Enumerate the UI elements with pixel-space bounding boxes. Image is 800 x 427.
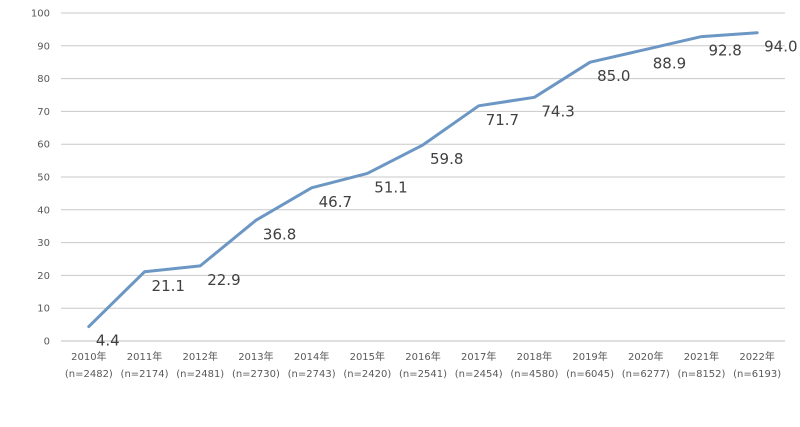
data-label: 88.9 bbox=[653, 54, 686, 72]
y-axis-ticks: 0 10 20 30 40 50 60 70 80 90 100 bbox=[31, 9, 50, 348]
data-label: 4.4 bbox=[96, 332, 120, 350]
x-tick-label-n: (n=2743) bbox=[288, 369, 336, 380]
x-tick-label-n: (n=2482) bbox=[65, 369, 113, 380]
data-label: 22.9 bbox=[207, 271, 240, 289]
y-tick-label: 100 bbox=[31, 9, 50, 20]
x-tick-label-year: 2010年 bbox=[71, 350, 106, 363]
x-tick-label-n: (n=2174) bbox=[121, 369, 169, 380]
x-tick-label-year: 2014年 bbox=[294, 350, 329, 363]
x-tick-label-year: 2018年 bbox=[517, 350, 552, 363]
y-tick-label: 70 bbox=[37, 107, 50, 118]
x-tick-label-n: (n=4580) bbox=[510, 369, 558, 380]
data-label: 36.8 bbox=[263, 225, 296, 243]
y-tick-label: 50 bbox=[37, 173, 50, 184]
y-tick-label: 20 bbox=[37, 271, 50, 282]
data-label: 85.0 bbox=[597, 67, 630, 85]
x-tick-label-year: 2015年 bbox=[350, 350, 385, 363]
data-label: 51.1 bbox=[374, 178, 407, 196]
x-tick-label-year: 2013年 bbox=[238, 350, 273, 363]
x-tick-label-year: 2011年 bbox=[127, 350, 162, 363]
y-tick-label: 30 bbox=[37, 238, 50, 249]
x-tick-label-n: (n=2481) bbox=[176, 369, 224, 380]
data-label: 94.0 bbox=[764, 38, 797, 56]
data-label: 92.8 bbox=[708, 42, 741, 60]
y-tick-label: 80 bbox=[37, 74, 50, 85]
y-tick-label: 90 bbox=[37, 41, 50, 52]
series-layer bbox=[87, 31, 759, 329]
x-tick-label-n: (n=8152) bbox=[677, 369, 725, 380]
x-tick-label-n: (n=2420) bbox=[343, 369, 391, 380]
x-tick-label-year: 2021年 bbox=[684, 350, 719, 363]
x-tick-label-n: (n=6277) bbox=[622, 369, 670, 380]
y-tick-label: 40 bbox=[37, 205, 50, 216]
series-line bbox=[87, 31, 759, 329]
x-tick-label-n: (n=2730) bbox=[232, 369, 280, 380]
data-label: 71.7 bbox=[486, 111, 519, 129]
data-label: 59.8 bbox=[430, 150, 463, 168]
y-tick-label: 10 bbox=[37, 304, 50, 315]
x-tick-label-year: 2017年 bbox=[461, 350, 496, 363]
x-tick-label-year: 2012年 bbox=[183, 350, 218, 363]
data-label: 46.7 bbox=[319, 193, 352, 211]
x-tick-label-year: 2016年 bbox=[405, 350, 440, 363]
data-labels: 4.4 21.1 22.9 36.8 46.7 51.1 59.8 71.7 74.3 85.0 8… bbox=[96, 38, 798, 350]
y-tick-label: 60 bbox=[37, 140, 50, 151]
data-label: 21.1 bbox=[152, 277, 185, 295]
x-tick-label-year: 2022年 bbox=[739, 350, 774, 363]
x-tick-label-year: 2020年 bbox=[628, 350, 663, 363]
x-tick-label-n: (n=2454) bbox=[455, 369, 503, 380]
x-tick-label-n: (n=2541) bbox=[399, 369, 447, 380]
data-label: 74.3 bbox=[541, 102, 574, 120]
x-tick-label-n: (n=6193) bbox=[733, 369, 781, 380]
x-tick-label-year: 2019年 bbox=[572, 350, 607, 363]
y-tick-label: 0 bbox=[44, 337, 50, 348]
x-tick-label-n: (n=6045) bbox=[566, 369, 614, 380]
x-axis-ticks: 2010年 (n=2482) 2011年 (n=2174) 2012年 (n=2481) 2… bbox=[65, 350, 781, 380]
